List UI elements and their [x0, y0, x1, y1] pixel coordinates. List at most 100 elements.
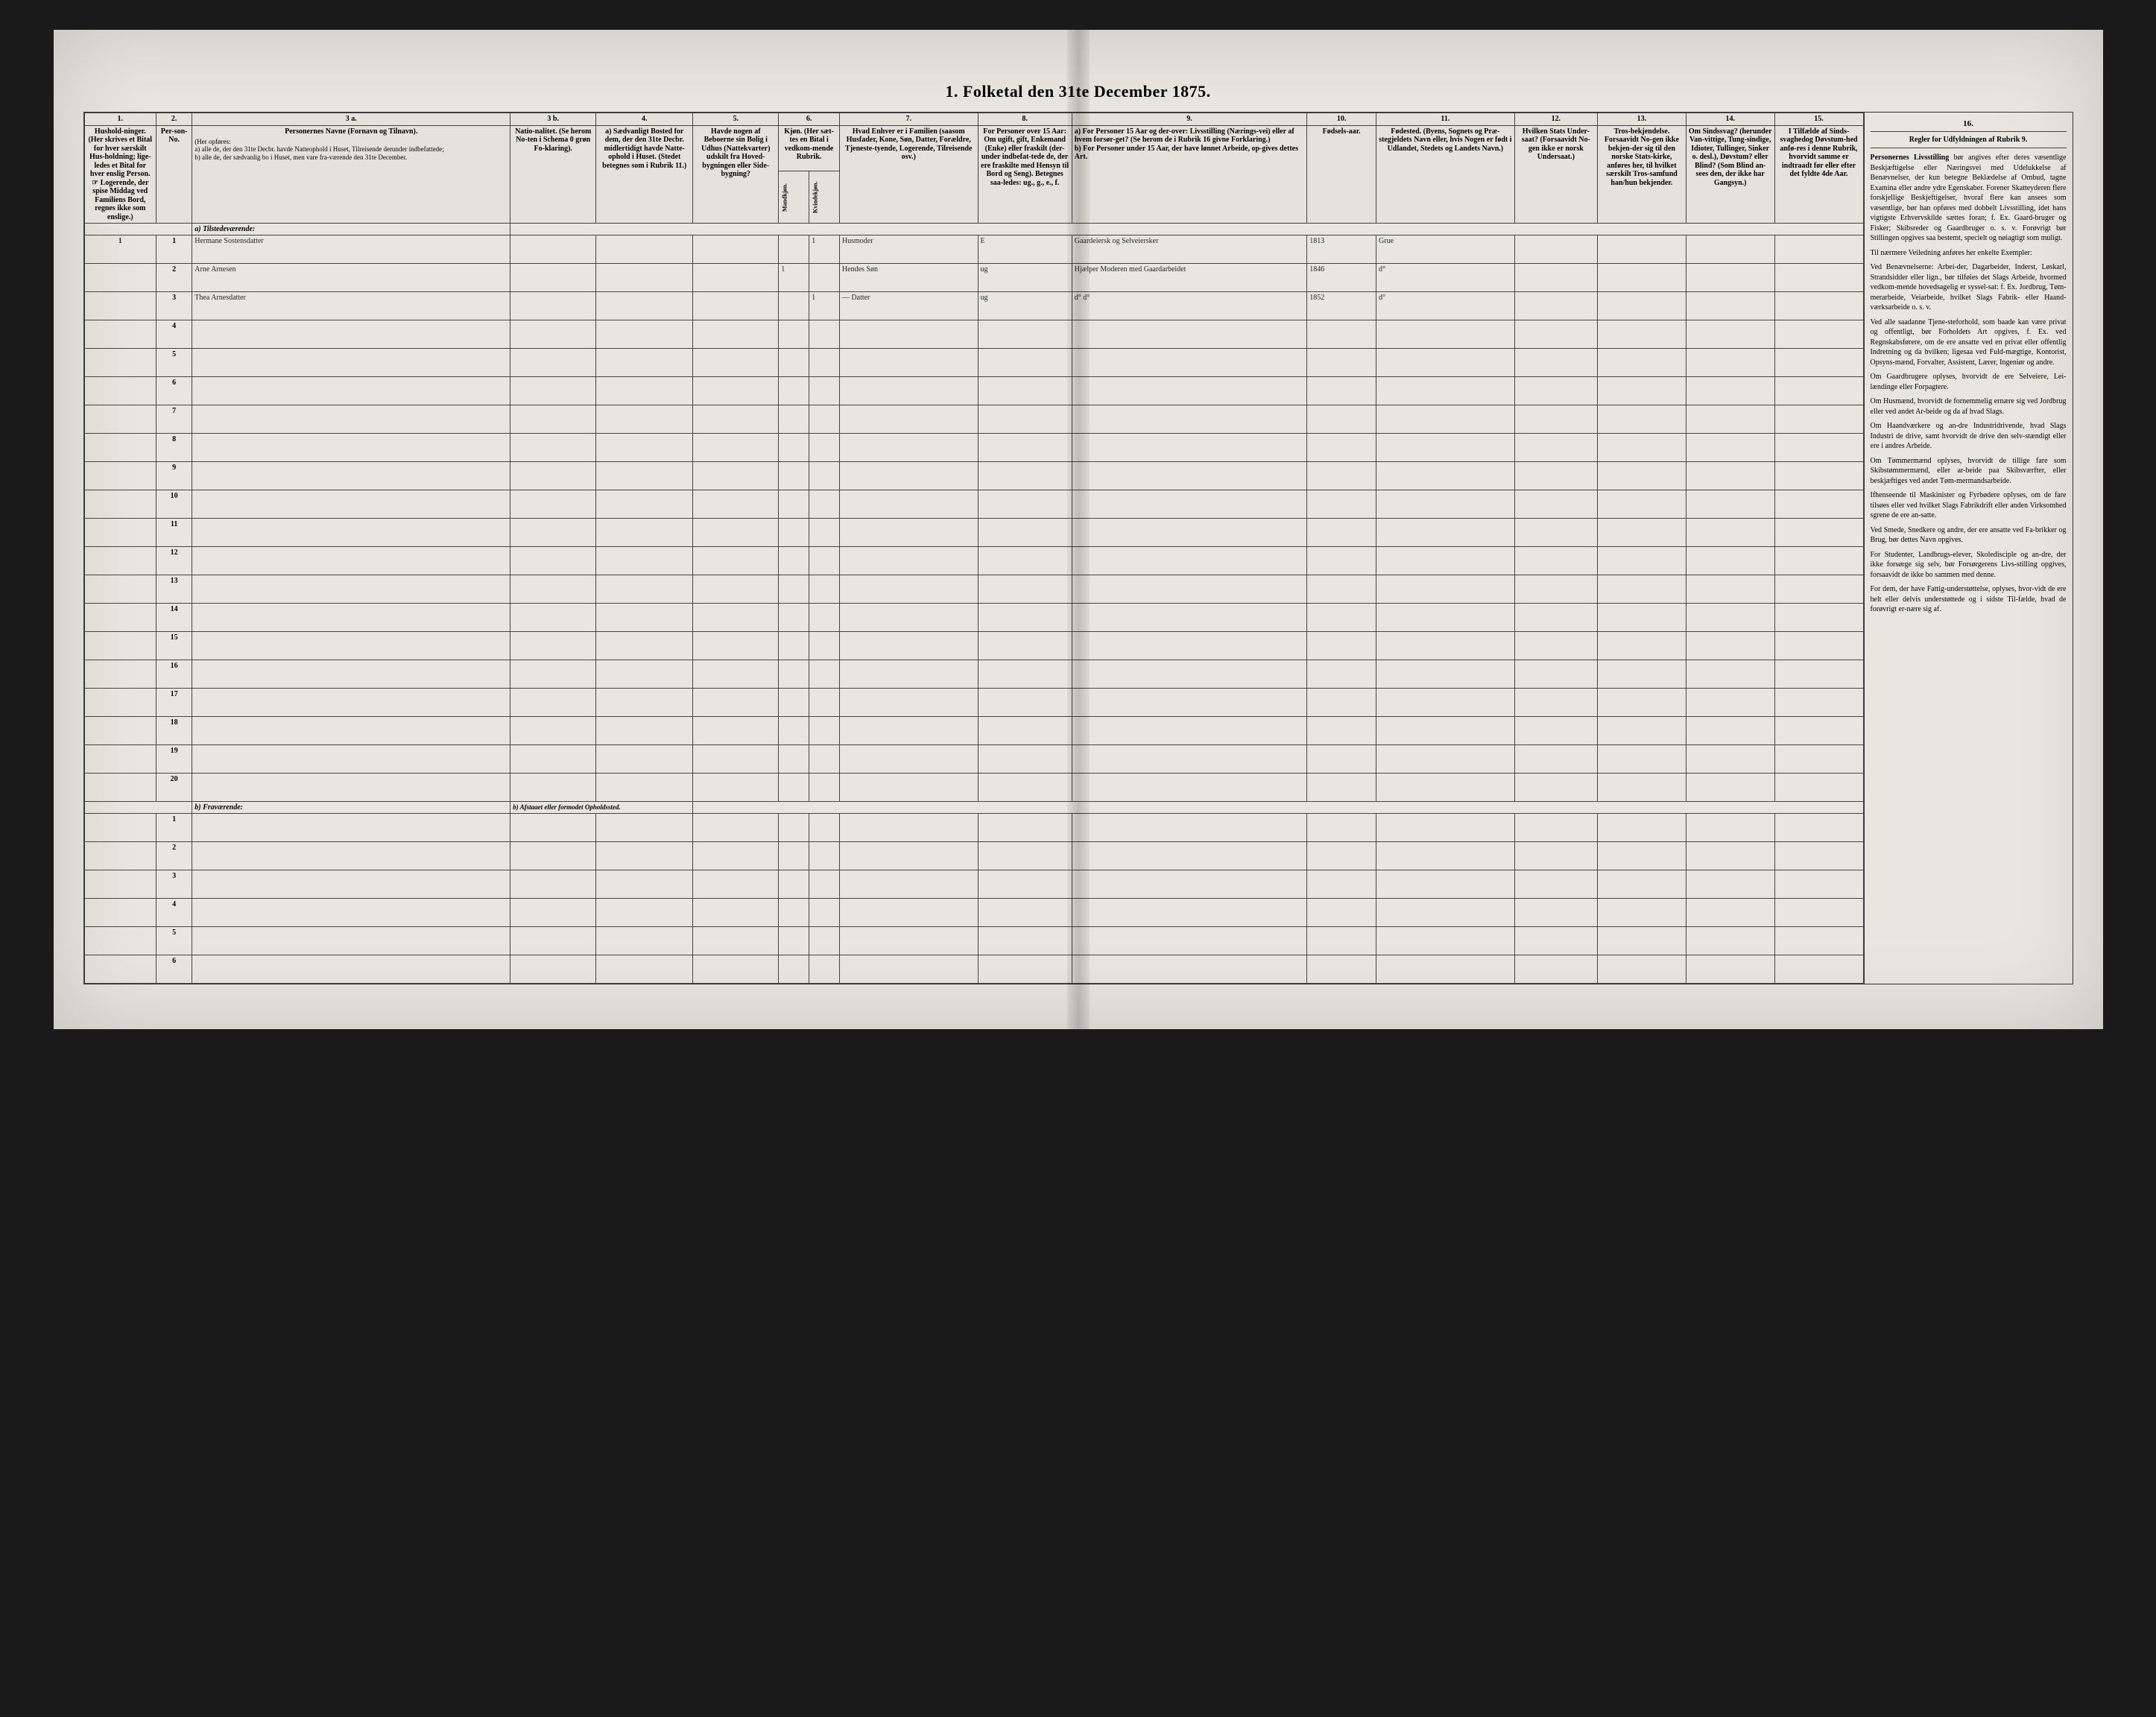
cell-blank — [1072, 927, 1307, 955]
table-row: 4 — [84, 899, 1863, 927]
cell-blank — [779, 927, 809, 955]
cell-blank — [693, 955, 779, 984]
cell-subject — [1514, 264, 1597, 292]
cell-blank — [779, 547, 809, 575]
cell-blank — [510, 405, 596, 434]
cell-blank — [809, 660, 840, 689]
cell-faith — [1598, 292, 1686, 320]
h7: Hvad Enhver er i Familien (saasom Husfad… — [839, 125, 978, 224]
cell-blank — [978, 405, 1072, 434]
cell-blank — [693, 349, 779, 377]
cell-blank — [978, 717, 1072, 745]
table-row: 12 — [84, 547, 1863, 575]
cell-male — [779, 235, 809, 264]
cell-blank — [1686, 814, 1774, 842]
cell-blank — [779, 320, 809, 349]
cell-blank — [510, 320, 596, 349]
cell-personno: 9 — [157, 462, 192, 490]
cell-blank — [978, 689, 1072, 717]
cell-blank — [839, 377, 978, 405]
cell-household — [84, 814, 157, 842]
cell-blank — [1686, 405, 1774, 434]
cell-blank — [809, 575, 840, 604]
table-row: 5 — [84, 349, 1863, 377]
cell-birthyear: 1846 — [1307, 264, 1376, 292]
cell-bosted — [596, 235, 693, 264]
cell-occupation: Hjælper Moderen med Gaardarbeidet — [1072, 264, 1307, 292]
cell-civil: ug — [978, 292, 1072, 320]
cell-blank — [192, 434, 510, 462]
cell-blank — [1774, 660, 1863, 689]
cell-blank — [192, 927, 510, 955]
cell-blank — [839, 405, 978, 434]
cell-blank — [1072, 899, 1307, 927]
cell-personno: 5 — [157, 927, 192, 955]
cell-blank — [1774, 955, 1863, 984]
cell-blank — [693, 604, 779, 632]
cell-household — [84, 689, 157, 717]
rules-p12: For dem, der have Fattig-understøttelse,… — [1871, 584, 2067, 615]
cell-blank — [809, 377, 840, 405]
cell-blank — [809, 604, 840, 632]
cell-blank — [1598, 490, 1686, 519]
cell-blank — [839, 774, 978, 802]
cell-blank — [1072, 689, 1307, 717]
cell-blank — [192, 955, 510, 984]
h10: Fødsels-aar. — [1307, 125, 1376, 224]
cell-blank — [809, 490, 840, 519]
h3a-body: (Her opføres: a) alle de, der den 31te D… — [195, 136, 508, 161]
cell-blank — [1686, 462, 1774, 490]
cell-blank — [510, 717, 596, 745]
cell-personno: 7 — [157, 405, 192, 434]
cell-blank — [1307, 575, 1376, 604]
coln-2: 2. — [157, 113, 192, 126]
cell-blank — [839, 745, 978, 774]
cell-blank — [192, 547, 510, 575]
cell-blank — [839, 689, 978, 717]
cell-blank — [1514, 689, 1597, 717]
cell-blank — [192, 899, 510, 927]
cell-blank — [192, 689, 510, 717]
cell-blank — [192, 462, 510, 490]
rules-p11: For Studenter, Landbrugs-elever, Skoledi… — [1871, 550, 2067, 581]
table-row: 2 — [84, 842, 1863, 870]
cell-blank — [596, 717, 693, 745]
cell-household — [84, 870, 157, 899]
cell-civil: ug — [978, 264, 1072, 292]
cell-personno: 16 — [157, 660, 192, 689]
cell-blank — [192, 814, 510, 842]
coln-4: 4. — [596, 113, 693, 126]
table-row: 8 — [84, 434, 1863, 462]
cell-personno: 20 — [157, 774, 192, 802]
cell-blank — [978, 927, 1072, 955]
cell-blank — [596, 490, 693, 519]
cell-blank — [779, 689, 809, 717]
cell-blank — [1598, 320, 1686, 349]
cell-blank — [1514, 899, 1597, 927]
cell-blank — [1072, 434, 1307, 462]
cell-blank — [809, 870, 840, 899]
cell-blank — [779, 955, 809, 984]
cell-blank — [1598, 842, 1686, 870]
cell-blank — [1774, 774, 1863, 802]
cell-personno: 12 — [157, 547, 192, 575]
cell-personno: 10 — [157, 490, 192, 519]
cell-blank — [596, 462, 693, 490]
cell-blank — [1686, 519, 1774, 547]
table-row: 10 — [84, 490, 1863, 519]
cell-occupation: d° d° — [1072, 292, 1307, 320]
cell-blank — [1686, 575, 1774, 604]
cell-blank — [1774, 927, 1863, 955]
cell-blank — [1307, 899, 1376, 927]
cell-blank — [1774, 604, 1863, 632]
cell-blank — [192, 575, 510, 604]
cell-blank — [596, 434, 693, 462]
cell-personno: 5 — [157, 349, 192, 377]
cell-blank — [779, 604, 809, 632]
table-row: 19 — [84, 745, 1863, 774]
cell-blank — [192, 870, 510, 899]
cell-name: Arne Arnesen — [192, 264, 510, 292]
cell-disability — [1686, 235, 1774, 264]
cell-blank — [779, 717, 809, 745]
cell-blank — [1307, 349, 1376, 377]
